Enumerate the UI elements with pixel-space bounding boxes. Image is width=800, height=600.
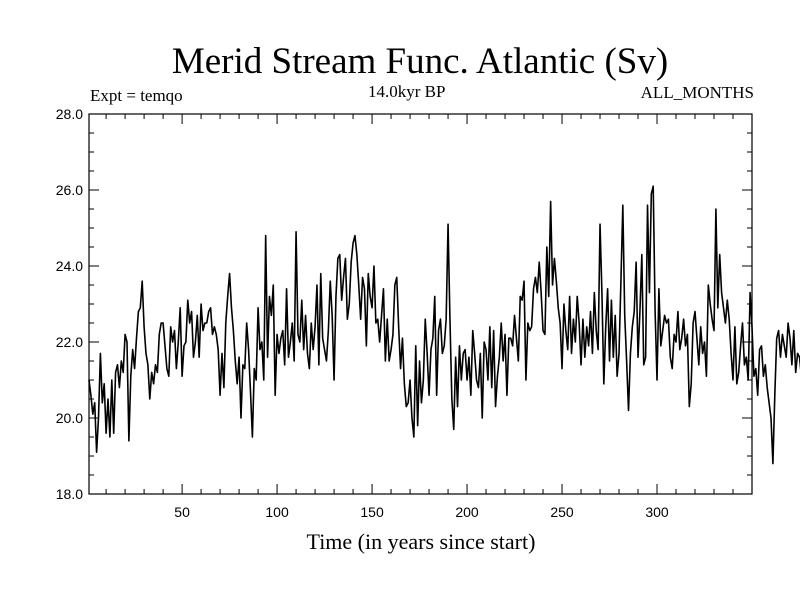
x-tick-label: 200 [455, 504, 479, 520]
y-tick-label: 22.0 [56, 334, 83, 350]
x-tick-label: 50 [174, 504, 190, 520]
x-tick-label: 100 [265, 504, 289, 520]
y-tick-label: 20.0 [56, 410, 83, 426]
x-tick-label: 250 [550, 504, 574, 520]
y-tick-label: 18.0 [56, 486, 83, 502]
y-tick-label: 24.0 [56, 258, 83, 274]
y-tick-label: 28.0 [56, 106, 83, 122]
x-tick-label: 300 [645, 504, 669, 520]
experiment-label: Expt = temqo [90, 86, 183, 105]
months-label: ALL_MONTHS [640, 83, 754, 102]
x-axis-label: Time (in years since start) [307, 529, 536, 554]
x-tick-label: 150 [360, 504, 384, 520]
chart-title: Merid Stream Func. Atlantic (Sv) [171, 41, 669, 82]
y-tick-label: 26.0 [56, 182, 83, 198]
series-line [88, 185, 800, 465]
period-label: 14.0kyr BP [368, 82, 446, 101]
